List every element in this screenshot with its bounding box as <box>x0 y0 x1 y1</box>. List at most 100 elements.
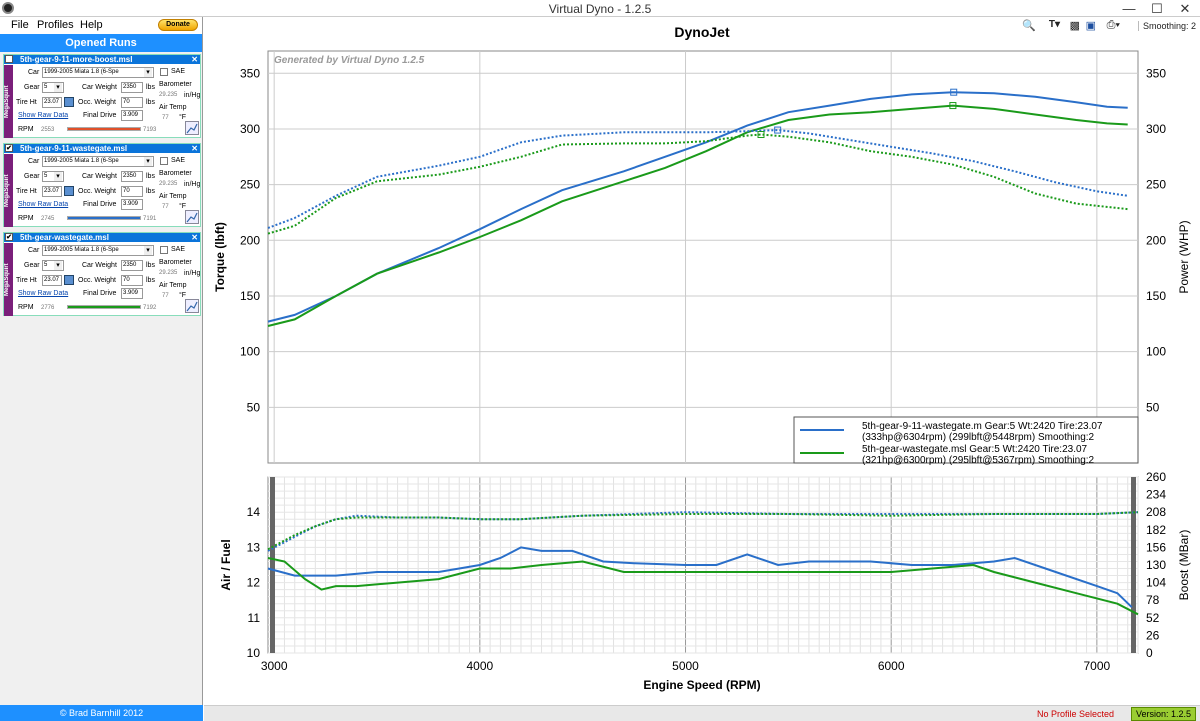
final-drive-input[interactable]: 3.909 <box>121 110 143 121</box>
donate-button[interactable]: Donate <box>158 19 198 31</box>
tire-calc-icon[interactable] <box>64 275 74 285</box>
dyno-chart: DynoJet Generated by Virtual Dyno 1.2.5 50… <box>213 24 1191 692</box>
peak-marker <box>950 88 958 96</box>
boost-tick-label: 52 <box>1146 611 1160 625</box>
x-tick-label: 4000 <box>466 659 493 673</box>
rpm-range-slider[interactable] <box>67 127 141 131</box>
graph-icon[interactable] <box>185 299 199 313</box>
occ-weight-label: Occ. Weight <box>78 99 116 106</box>
barometer-value[interactable]: 29.235 <box>159 270 178 276</box>
afr-series-line-boost-wastegate-9-11 <box>267 511 1139 552</box>
rpm-range-slider[interactable] <box>67 216 141 220</box>
y2-tick-label: 200 <box>1146 233 1166 247</box>
tire-input[interactable]: 23.07 <box>42 186 62 197</box>
tire-input[interactable]: 23.07 <box>42 275 62 286</box>
close-run-icon[interactable]: ✕ <box>191 55 198 64</box>
run-panel: ✔ 5th-gear-9-11-wastegate.msl ✕ MegaSquirt C… <box>3 143 201 227</box>
car-weight-input[interactable]: 2350 <box>121 260 143 271</box>
x-tick-label: 3000 <box>261 659 288 673</box>
y2-tick-label: 350 <box>1146 66 1166 80</box>
series-line-torque-wastegate-9-11 <box>267 129 1128 229</box>
minimize-icon[interactable]: — <box>1122 1 1136 16</box>
occ-weight-input[interactable]: 70 <box>121 97 143 108</box>
final-drive-input[interactable]: 3.909 <box>121 288 143 299</box>
car-weight-input[interactable]: 2350 <box>121 82 143 93</box>
run-file-name: 5th-gear-9-11-more-boost.msl <box>20 55 133 64</box>
run-visible-checkbox[interactable]: ✔ <box>5 144 13 152</box>
barometer-value[interactable]: 29.235 <box>159 92 178 98</box>
maximize-icon[interactable]: ☐ <box>1151 1 1163 16</box>
version-badge[interactable]: Version: 1.2.5 <box>1130 707 1196 721</box>
sae-checkbox[interactable] <box>160 68 168 76</box>
gear-select[interactable]: 5 <box>42 82 64 93</box>
gear-select[interactable]: 5 <box>42 171 64 182</box>
car-weight-label: Car Weight <box>82 84 117 91</box>
close-run-icon[interactable]: ✕ <box>191 233 198 242</box>
app-icon <box>2 2 14 14</box>
run-header: ✔ 5th-gear-9-11-wastegate.msl ✕ <box>4 144 200 153</box>
y-axis-label: Torque (lbft) <box>213 222 227 292</box>
menu-bar: File Profiles Help Donate <box>0 17 202 34</box>
close-run-icon[interactable]: ✕ <box>191 144 198 153</box>
show-raw-data-link[interactable]: Show Raw Data <box>18 201 69 208</box>
menu-profiles[interactable]: Profiles <box>37 19 74 31</box>
air-temp-label: Air Temp <box>159 193 187 200</box>
series-line-torque-wastegate <box>267 133 1128 235</box>
final-drive-label: Final Drive <box>83 201 117 208</box>
final-drive-label: Final Drive <box>83 290 117 297</box>
air-temp-value[interactable]: 77 <box>162 115 169 121</box>
font-icon[interactable]: T▾ <box>1048 19 1060 30</box>
x-tick-label: 6000 <box>878 659 905 673</box>
menu-help[interactable]: Help <box>80 19 103 31</box>
run-visible-checkbox[interactable]: ✔ <box>5 233 13 241</box>
save-icon[interactable]: ▣ <box>1085 20 1096 32</box>
tire-calc-icon[interactable] <box>64 186 74 196</box>
copyright: © Brad Barnhill 2012 <box>0 705 203 721</box>
boost-tick-label: 130 <box>1146 558 1166 572</box>
run-header: 5th-gear-9-11-more-boost.msl ✕ <box>4 55 200 64</box>
sae-label: SAE <box>171 157 186 164</box>
graph-icon[interactable] <box>185 210 199 224</box>
sae-checkbox[interactable] <box>160 246 168 254</box>
y-tick-label: 300 <box>240 122 260 136</box>
sae-checkbox[interactable] <box>160 157 168 165</box>
car-weight-input[interactable]: 2350 <box>121 171 143 182</box>
zoom-icon[interactable]: 🔍 <box>1022 20 1036 32</box>
rpm-max-value: 7192 <box>143 305 157 311</box>
x-tick-label: 7000 <box>1084 659 1111 673</box>
boost-tick-label: 0 <box>1146 646 1153 660</box>
tire-calc-icon[interactable] <box>64 97 74 107</box>
barometer-value[interactable]: 29.235 <box>159 181 178 187</box>
occ-weight-input[interactable]: 70 <box>121 275 143 286</box>
occ-weight-label: Occ. Weight <box>78 277 116 284</box>
legend-entry-line1: 5th-gear-9-11-wastegate.m Gear:5 Wt:2420… <box>862 421 1103 432</box>
gear-select[interactable]: 5 <box>42 260 64 271</box>
air-temp-value[interactable]: 77 <box>162 293 169 299</box>
smoothing-dropdown[interactable]: Smoothing: 2 <box>1137 21 1196 31</box>
rpm-min-value: 2776 <box>41 305 55 311</box>
close-icon[interactable]: ✕ <box>1179 1 1191 16</box>
graph-icon[interactable] <box>185 121 199 135</box>
tire-input[interactable]: 23.07 <box>42 97 62 108</box>
car-select[interactable]: 1999-2005 Miata 1.8 (6-Spe <box>42 245 154 256</box>
print-icon[interactable]: ⎙▾ <box>1106 19 1120 31</box>
car-select[interactable]: 1999-2005 Miata 1.8 (6-Spe <box>42 156 154 167</box>
main-panel: 🔍 T▾ ▩ ▣ ⎙▾ Smoothing: 2 DynoJet Generate… <box>204 17 1200 721</box>
run-visible-checkbox[interactable] <box>5 55 13 63</box>
car-label: Car <box>28 158 40 165</box>
occ-weight-input[interactable]: 70 <box>121 186 143 197</box>
final-drive-input[interactable]: 3.909 <box>121 199 143 210</box>
air-temp-value[interactable]: 77 <box>162 204 169 210</box>
boost-tick-label: 208 <box>1146 505 1166 519</box>
rpm-range-slider[interactable] <box>67 305 141 309</box>
peak-marker <box>949 102 957 110</box>
palette-icon[interactable]: ▩ <box>1069 20 1080 32</box>
lbs-unit: lbs <box>146 173 155 180</box>
lbs-unit: lbs <box>146 262 155 269</box>
show-raw-data-link[interactable]: Show Raw Data <box>18 112 69 119</box>
tire-label: Tire Ht <box>16 99 37 106</box>
car-label: Car <box>28 69 40 76</box>
menu-file[interactable]: File <box>11 19 29 31</box>
car-select[interactable]: 1999-2005 Miata 1.8 (6-Spe <box>42 67 154 78</box>
show-raw-data-link[interactable]: Show Raw Data <box>18 290 69 297</box>
